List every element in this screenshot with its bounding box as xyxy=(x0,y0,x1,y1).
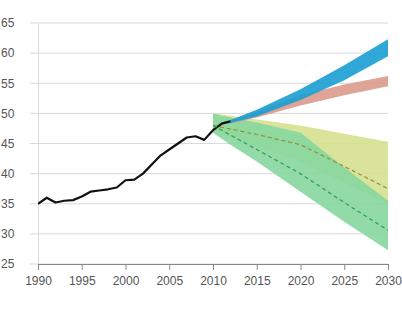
x-tick-label: 1990 xyxy=(25,274,52,288)
x-tick-label: 2030 xyxy=(375,274,402,288)
band xyxy=(213,113,388,250)
y-tick-label: 40 xyxy=(1,167,15,181)
x-tick: 2010 xyxy=(200,264,227,288)
x-tick: 1990 xyxy=(25,264,52,288)
y-tick-label: 30 xyxy=(1,227,15,241)
line xyxy=(38,121,231,204)
plot: 25 30 35 40 45 50 55 60 65 1990 1995 2000 2005 2010 20… xyxy=(1,16,402,287)
grid-line xyxy=(30,233,388,234)
y-axis-line xyxy=(38,24,39,265)
x-tick-mark xyxy=(344,264,345,270)
grid-line xyxy=(30,53,388,54)
y-tick: 65 xyxy=(1,16,38,30)
y-tick-label: 60 xyxy=(1,46,15,60)
x-tick-label: 2015 xyxy=(244,274,271,288)
x-tick-mark xyxy=(388,264,389,270)
x-tick: 2025 xyxy=(331,264,358,288)
y-tick-label: 45 xyxy=(1,137,15,151)
y-tick-label: 50 xyxy=(1,107,15,121)
grid-line xyxy=(30,23,388,24)
y-tick-label: 35 xyxy=(1,197,15,211)
x-tick: 1995 xyxy=(69,264,96,288)
y-axis: 25 30 35 40 45 50 55 60 65 xyxy=(1,16,39,271)
grid-line xyxy=(30,113,388,114)
y-tick: 55 xyxy=(1,77,38,91)
x-tick: 2020 xyxy=(288,264,315,288)
y-tick-label: 55 xyxy=(1,77,15,91)
x-tick-label: 2005 xyxy=(156,274,183,288)
x-tick-label: 2025 xyxy=(331,274,358,288)
line xyxy=(213,125,388,188)
band xyxy=(222,39,388,124)
x-tick-mark xyxy=(301,264,302,270)
x-tick: 2005 xyxy=(156,264,183,288)
y-tick: 25 xyxy=(1,257,38,271)
chart: 25 30 35 40 45 50 55 60 65 1990 1995 2000 2005 2010 20… xyxy=(0,0,402,310)
grid-line xyxy=(30,264,388,265)
x-tick-mark xyxy=(38,264,39,270)
y-tick-label: 25 xyxy=(1,257,15,271)
x-tick-mark xyxy=(213,264,214,270)
x-axis: 1990 1995 2000 2005 2010 2015 2020 2025 2030 xyxy=(25,264,402,288)
x-tick-mark xyxy=(257,264,258,270)
x-tick-mark xyxy=(82,264,83,270)
x-tick-label: 2010 xyxy=(200,274,227,288)
x-tick-label: 2020 xyxy=(288,274,315,288)
y-tick-label: 65 xyxy=(1,16,15,30)
x-tick-mark xyxy=(169,264,170,270)
y-tick: 50 xyxy=(1,107,38,121)
y-tick: 30 xyxy=(1,227,38,241)
marks xyxy=(38,39,388,250)
x-tick: 2000 xyxy=(113,264,140,288)
grid xyxy=(30,23,388,264)
y-tick: 35 xyxy=(1,197,38,211)
x-tick-mark xyxy=(126,264,127,270)
x-tick: 2015 xyxy=(244,264,271,288)
x-tick-label: 1995 xyxy=(69,274,96,288)
x-tick-label: 2000 xyxy=(113,274,140,288)
y-tick: 40 xyxy=(1,167,38,181)
line xyxy=(213,125,388,230)
y-tick: 45 xyxy=(1,137,38,151)
x-tick: 2030 xyxy=(375,264,402,288)
y-tick: 60 xyxy=(1,46,38,60)
